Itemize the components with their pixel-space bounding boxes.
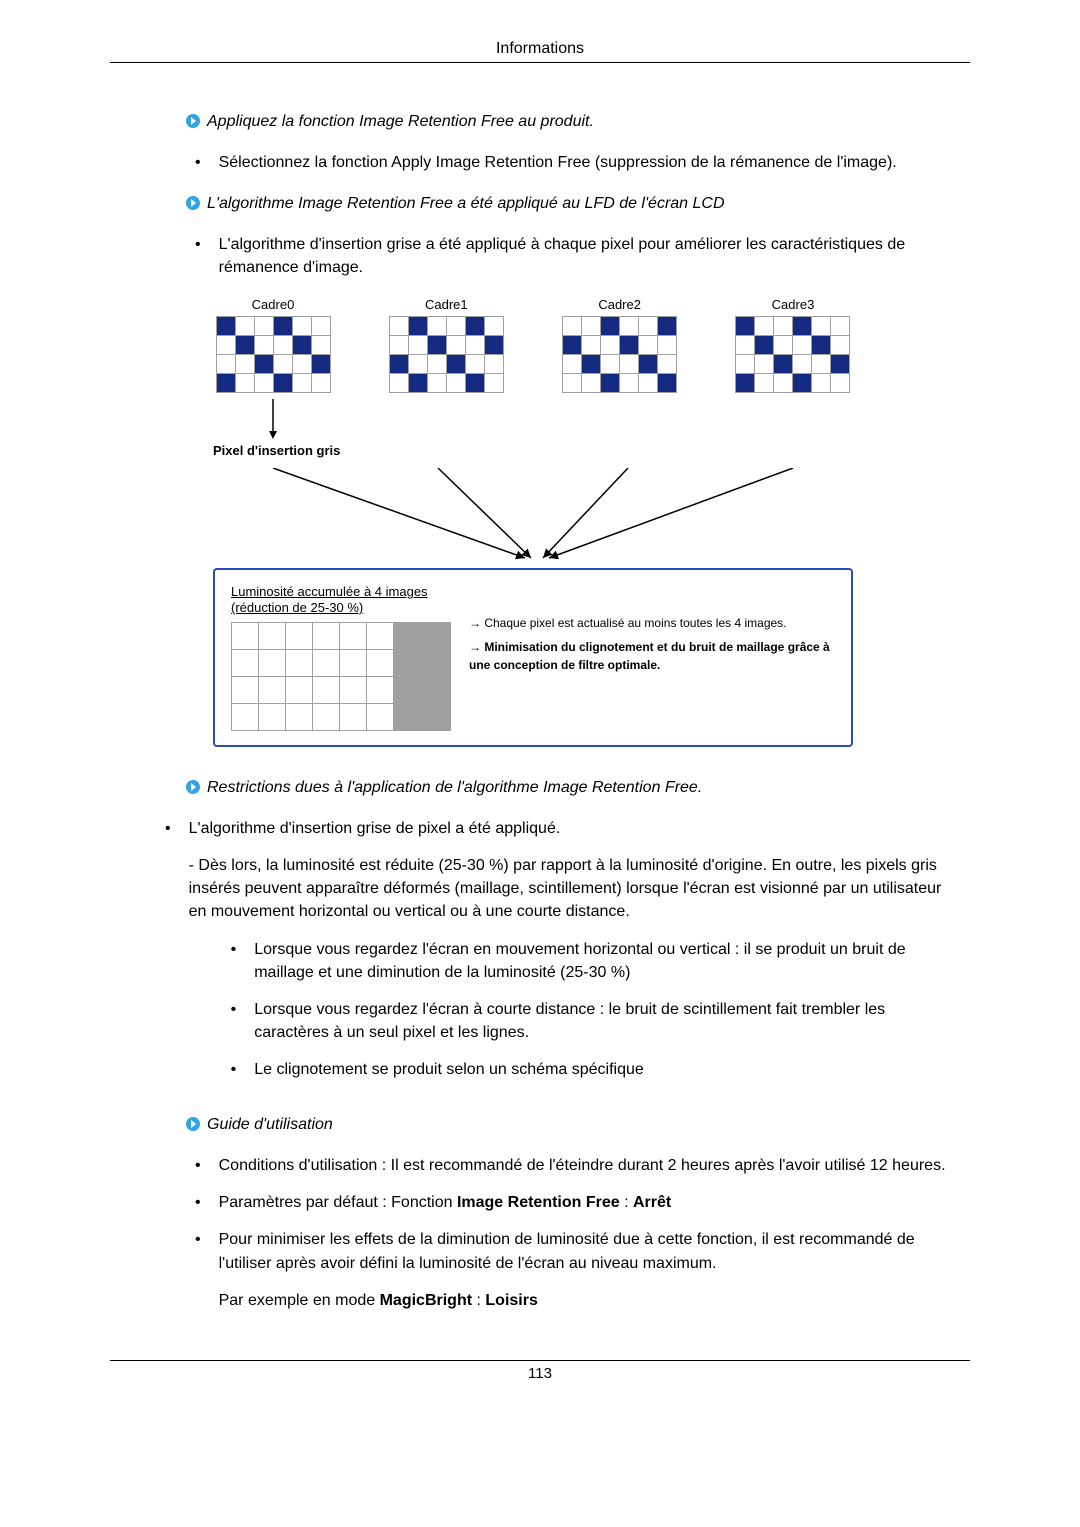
note-text: L'algorithme Image Retention Free a été … <box>207 193 725 215</box>
arrow-bullet-icon <box>185 113 201 129</box>
arrow-bullet-icon <box>185 195 201 211</box>
frame-label: Cadre3 <box>772 297 815 312</box>
example-line: Par exemple en mode MagicBright : Loisir… <box>219 1289 955 1312</box>
note-restrictions: Restrictions dues à l'application de l'a… <box>185 777 955 799</box>
frame-column: Cadre3 <box>733 297 853 393</box>
down-arrow-icon <box>268 399 278 439</box>
luminosity-box: Luminosité accumulée à 4 images (réducti… <box>213 568 853 746</box>
bullet-list: L'algorithme d'insertion grise de pixel … <box>155 817 955 1096</box>
accumulated-grid <box>231 622 451 731</box>
note-text: Restrictions dues à l'application de l'a… <box>207 777 702 799</box>
bullet-text: Conditions d'utilisation : Il est recomm… <box>219 1154 955 1177</box>
bullet-list: Conditions d'utilisation : Il est recomm… <box>185 1154 955 1312</box>
note-apply-function: Appliquez la fonction Image Retention Fr… <box>185 111 955 133</box>
bullet-text: Lorsque vous regardez l'écran en mouveme… <box>254 938 955 984</box>
bullet-text: L'algorithme d'insertion grise a été app… <box>219 233 955 279</box>
note-usage-guide: Guide d'utilisation <box>185 1114 955 1136</box>
frame-label: Cadre1 <box>425 297 468 312</box>
sub-bullet-item: Le clignotement se produit selon un sché… <box>231 1058 955 1081</box>
frame-grid <box>216 316 331 393</box>
pixel-insertion-diagram: Cadre0 Cadre1 Cadre2 Cadre3 Pixel d'inserti… <box>213 297 853 746</box>
frame-label: Cadre0 <box>252 297 295 312</box>
bullet-text: Paramètres par défaut : Fonction Image R… <box>219 1191 955 1214</box>
frame-grid <box>562 316 677 393</box>
bullet-text: Le clignotement se produit selon un sché… <box>254 1058 955 1081</box>
bullet-paragraph: - Dès lors, la luminosité est réduite (2… <box>189 854 955 924</box>
pixel-insertion-label: Pixel d'insertion gris <box>213 443 853 458</box>
frame-column: Cadre2 <box>560 297 680 393</box>
luminosity-right: → Chaque pixel est actualisé au moins to… <box>469 584 835 680</box>
bullet-list: Sélectionnez la fonction Apply Image Ret… <box>185 151 955 174</box>
frame-column: Cadre0 <box>213 297 333 393</box>
arrow-bullet-icon <box>185 1116 201 1132</box>
page-header: Informations <box>110 40 970 63</box>
page-number: 113 <box>110 1360 970 1382</box>
lum-line1: → Chaque pixel est actualisé au moins to… <box>469 614 835 632</box>
bullet-list: L'algorithme d'insertion grise a été app… <box>185 233 955 279</box>
frame-grid <box>389 316 504 393</box>
bullet-item: Sélectionnez la fonction Apply Image Ret… <box>195 151 955 174</box>
note-text: Appliquez la fonction Image Retention Fr… <box>207 111 594 133</box>
bullet-item: Conditions d'utilisation : Il est recomm… <box>195 1154 955 1177</box>
sub-bullet-list: Lorsque vous regardez l'écran en mouveme… <box>189 938 955 1082</box>
bullet-item: Paramètres par défaut : Fonction Image R… <box>195 1191 955 1214</box>
frame-grid <box>735 316 850 393</box>
frame-column: Cadre1 <box>386 297 506 393</box>
converging-arrows-icon <box>213 468 853 568</box>
bullet-text: Lorsque vous regardez l'écran à courte d… <box>254 998 955 1044</box>
note-algorithm-applied: L'algorithme Image Retention Free a été … <box>185 193 955 215</box>
note-text: Guide d'utilisation <box>207 1114 333 1136</box>
sub-bullet-item: Lorsque vous regardez l'écran en mouveme… <box>231 938 955 984</box>
content-body: Appliquez la fonction Image Retention Fr… <box>110 111 970 1312</box>
bullet-text: L'algorithme d'insertion grise de pixel … <box>189 820 561 837</box>
frame-label: Cadre2 <box>598 297 641 312</box>
frames-row: Cadre0 Cadre1 Cadre2 Cadre3 <box>213 297 853 393</box>
bullet-text: Sélectionnez la fonction Apply Image Ret… <box>219 151 955 174</box>
bullet-item: Pour minimiser les effets de la diminuti… <box>195 1228 955 1312</box>
arrow-bullet-icon <box>185 779 201 795</box>
bullet-item: L'algorithme d'insertion grise a été app… <box>195 233 955 279</box>
bullet-text: Pour minimiser les effets de la diminuti… <box>219 1231 915 1271</box>
luminosity-left: Luminosité accumulée à 4 images (réducti… <box>231 584 451 730</box>
lum-line2: → Minimisation du clignotement et du bru… <box>469 638 835 674</box>
vertical-arrows-row <box>213 399 853 439</box>
sub-bullet-item: Lorsque vous regardez l'écran à courte d… <box>231 998 955 1044</box>
bullet-item: L'algorithme d'insertion grise de pixel … <box>165 817 955 1096</box>
luminosity-title: Luminosité accumulée à 4 images (réducti… <box>231 584 451 615</box>
